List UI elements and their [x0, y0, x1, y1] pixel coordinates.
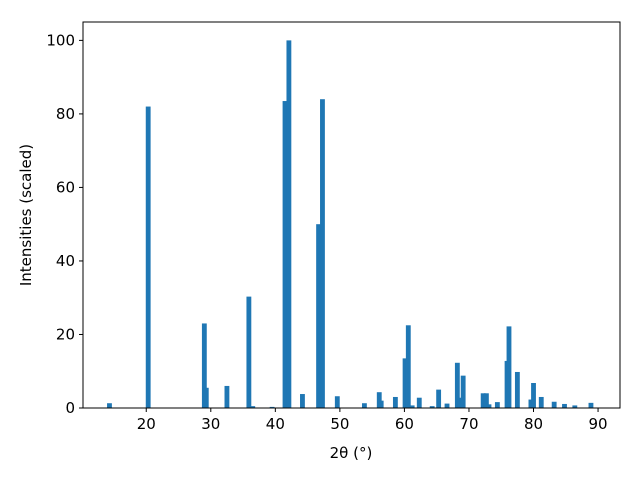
bar: [269, 406, 275, 408]
bar: [376, 392, 382, 408]
bar: [405, 325, 411, 408]
bar: [454, 362, 460, 408]
x-tick-label: 90: [589, 415, 608, 433]
bar: [145, 106, 151, 409]
bar: [514, 371, 520, 408]
bar: [316, 224, 322, 408]
x-tick-label: 20: [137, 415, 156, 433]
bar: [588, 402, 594, 408]
bar: [409, 405, 415, 408]
bar: [572, 405, 578, 408]
y-tick-label: 40: [56, 252, 75, 270]
bar: [300, 394, 305, 408]
bar: [201, 323, 207, 408]
bar: [436, 389, 442, 408]
bar: [224, 385, 230, 408]
bar: [480, 393, 486, 408]
bar: [334, 396, 340, 408]
x-tick-label: 40: [266, 415, 285, 433]
bar: [107, 403, 112, 408]
bar: [286, 40, 292, 408]
bar: [528, 399, 534, 408]
bar: [457, 397, 463, 408]
bar: [562, 403, 567, 408]
x-tick-label: 80: [524, 415, 543, 433]
bar: [531, 383, 536, 408]
x-tick-label: 50: [330, 415, 349, 433]
y-tick-label: 100: [46, 31, 75, 49]
bar: [444, 403, 450, 408]
x-tick-label: 70: [459, 415, 478, 433]
bar: [320, 99, 325, 408]
y-tick-label: 0: [65, 399, 75, 417]
bar: [506, 326, 512, 408]
y-tick-label: 60: [56, 178, 75, 196]
y-axis-label: Intensities (scaled): [17, 144, 35, 286]
bar: [378, 400, 384, 408]
bar: [392, 396, 398, 408]
bar: [494, 402, 500, 408]
x-tick-label: 30: [201, 415, 220, 433]
bar: [402, 358, 408, 408]
bar: [551, 401, 557, 408]
x-tick-label: 60: [395, 415, 414, 433]
y-tick-label: 20: [56, 325, 75, 343]
bar: [416, 397, 422, 408]
bar: [361, 403, 367, 408]
bar: [460, 375, 466, 408]
bar: [538, 396, 544, 408]
bar: [282, 101, 288, 409]
bar: [483, 393, 489, 408]
x-axis-label: 2θ (°): [330, 444, 373, 462]
bar: [486, 404, 492, 408]
plot-frame: [82, 21, 621, 409]
bar: [250, 406, 256, 408]
y-tick-label: 80: [56, 105, 75, 123]
bar: [203, 387, 209, 408]
bar: [429, 406, 435, 408]
bar: [246, 296, 252, 408]
